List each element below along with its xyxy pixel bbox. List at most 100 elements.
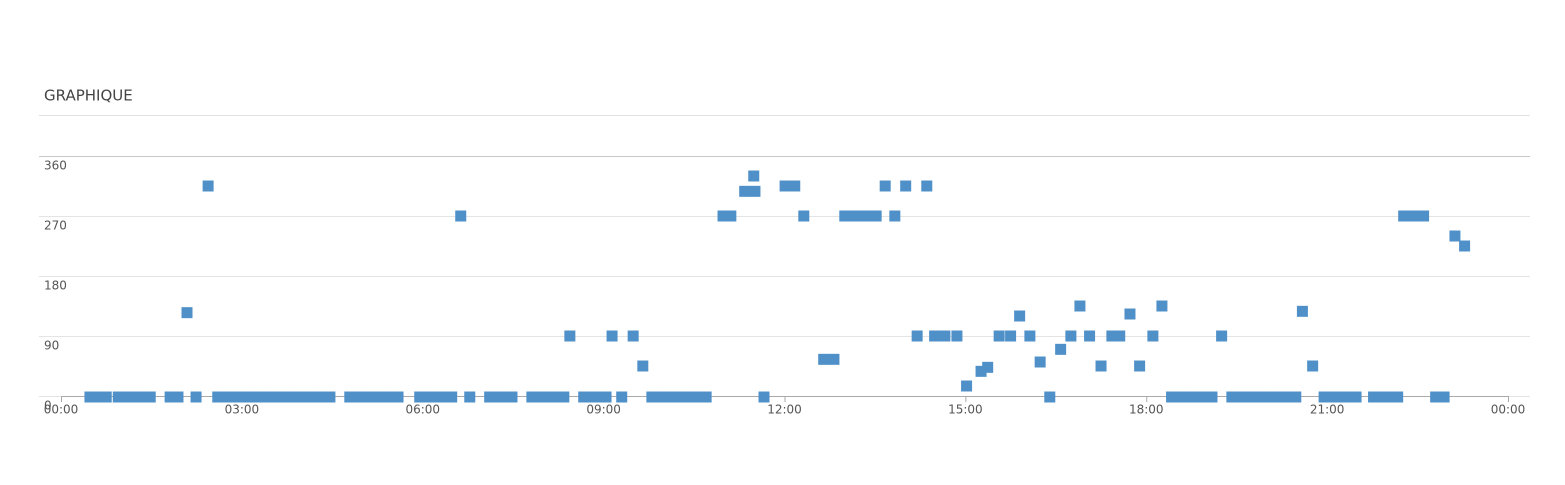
point [1290,391,1302,403]
point [627,330,639,342]
point [1398,210,1410,222]
point [318,391,330,403]
point [136,391,148,403]
point [694,391,706,403]
point [268,391,280,403]
point [1242,391,1254,403]
point [1430,391,1442,403]
point [252,391,264,403]
point [939,330,951,342]
y-tick-label: 180 [44,279,67,293]
point [717,210,729,222]
point [212,391,224,403]
x-tick-label: 18:00 [1129,403,1164,417]
point [352,391,364,403]
point [344,391,356,403]
point [422,391,434,403]
point [818,353,830,365]
point [749,185,761,197]
point [558,391,570,403]
point [600,391,612,403]
point [1192,391,1204,403]
point [1014,310,1026,322]
point [190,391,202,403]
point [678,391,690,403]
point [1296,305,1308,317]
point [181,307,193,319]
point [376,391,388,403]
point [1384,391,1396,403]
point [202,180,214,192]
point [220,391,232,403]
y-tick-label: 270 [44,219,67,233]
point [360,391,372,403]
point [430,391,442,403]
point [500,391,512,403]
point [1044,391,1056,403]
point [1376,391,1388,403]
point [870,210,882,222]
x-tick-label: 03:00 [225,403,260,417]
point [900,180,912,192]
point [616,391,628,403]
point [1034,356,1046,368]
y-tick-label: 90 [44,339,59,353]
point [1342,391,1354,403]
x-tick-label: 00:00 [1491,403,1526,417]
point [1250,391,1262,403]
point [84,391,96,403]
chart-title: GRAPHIQUE [44,87,133,105]
x-tick-label: 06:00 [405,403,440,417]
point [839,210,851,222]
point [961,380,973,392]
point [578,391,590,403]
point [438,391,450,403]
point [1334,391,1346,403]
point [144,391,156,403]
point [798,210,810,222]
point [294,391,306,403]
point [654,391,666,403]
point [725,210,737,222]
point [368,391,380,403]
point [1258,391,1270,403]
point [637,360,649,372]
point [260,391,272,403]
point [492,391,504,403]
point [700,391,712,403]
point [975,365,987,377]
point [828,353,840,365]
point [1274,391,1286,403]
point [1418,210,1430,222]
point [879,180,891,192]
point [1055,343,1067,355]
point [1200,391,1212,403]
x-tick-label: 09:00 [586,403,621,417]
x-tick-label: 15:00 [948,403,983,417]
point [1024,330,1036,342]
y-tick-label: 360 [44,159,67,173]
point [662,391,674,403]
point [951,330,963,342]
point [1392,391,1404,403]
point [1176,391,1188,403]
point [1408,210,1420,222]
point [464,391,476,403]
point [1065,330,1077,342]
point [606,330,618,342]
point [1184,391,1196,403]
point [1350,391,1362,403]
point [100,391,112,403]
point [324,391,336,403]
point [1216,330,1228,342]
point [779,180,791,192]
point [1206,391,1218,403]
point [455,210,467,222]
point [236,391,248,403]
point [414,391,426,403]
point [993,330,1005,342]
point [120,391,132,403]
point [646,391,658,403]
